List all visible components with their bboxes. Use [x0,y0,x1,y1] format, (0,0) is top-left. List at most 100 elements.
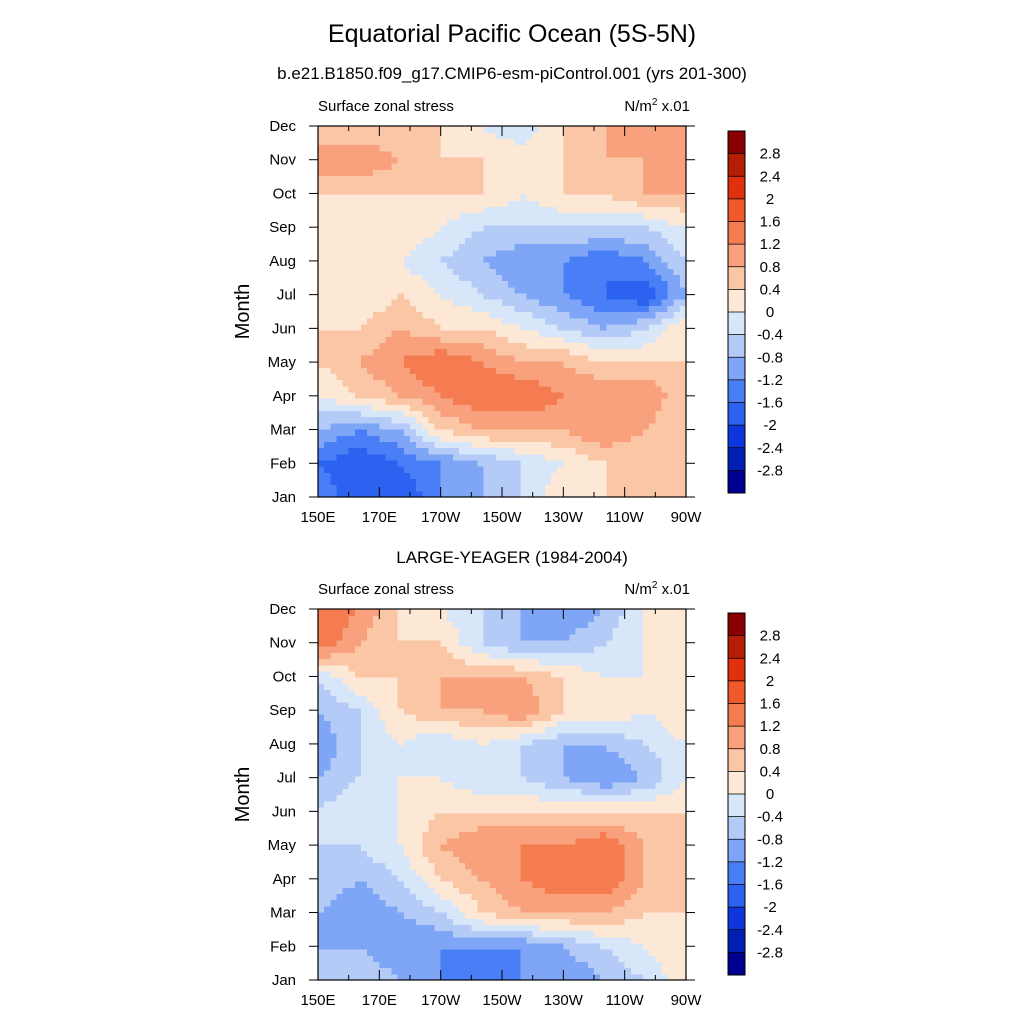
contour-cell [557,268,564,275]
contour-cell [459,490,466,498]
contour-cell [360,144,368,152]
contour-cell [661,224,669,232]
contour-cell [502,416,509,424]
contour-cell [440,181,448,189]
contour-cell [643,187,650,195]
contour-cell [446,311,454,319]
contour-cell [471,330,479,337]
contour-cell [385,453,393,461]
contour-cell [655,899,663,907]
contour-cell [373,354,380,362]
contour-cell [581,422,589,430]
contour-cell [594,893,601,901]
contour-cell [514,478,521,486]
contour-cell [324,484,331,492]
contour-cell [452,949,460,956]
contour-cell [612,144,620,152]
contour-cell [397,299,405,306]
contour-cell [459,299,466,306]
contour-cell [318,874,325,882]
contour-cell [465,200,472,207]
contour-cell [643,237,650,245]
contour-cell [440,850,448,857]
contour-cell [318,905,325,913]
contour-cell [526,453,534,461]
contour-cell [544,856,552,864]
contour-cell [342,132,350,139]
contour-cell [318,169,325,177]
contour-cell [581,911,589,919]
contour-cell [636,367,644,374]
contour-cell [532,955,540,963]
contour-cell [649,144,656,152]
contour-cell [483,237,491,245]
contour-cell [434,336,442,344]
contour-cell [544,274,552,282]
contour-cell [403,138,411,146]
contour-cell [661,416,669,424]
contour-cell [360,874,368,882]
contour-cell [379,404,387,412]
contour-cell [434,231,442,238]
contour-cell [465,404,472,412]
contour-cell [636,200,644,207]
contour-cell [538,881,546,888]
contour-cell [471,459,479,467]
contour-cell [538,367,546,374]
contour-cell [465,194,472,201]
contour-cell [330,218,337,226]
contour-cell [520,360,528,368]
panel2-contour-fill [318,609,687,981]
contour-cell [324,354,331,362]
contour-cell [342,206,350,214]
contour-cell [440,360,448,368]
contour-cell [649,850,656,857]
contour-cell [569,200,577,207]
colorbar-swatch [728,470,745,494]
contour-cell [360,918,368,925]
contour-cell [373,330,380,337]
contour-cell [452,466,460,473]
contour-cell [679,881,687,888]
contour-cell [544,169,552,177]
contour-cell [397,466,405,473]
contour-cell [471,967,479,975]
contour-cell [655,918,663,925]
contour-cell [446,862,454,870]
contour-cell [483,856,491,864]
contour-cell [477,175,485,183]
contour-cell [465,218,472,226]
contour-cell [673,373,681,381]
contour-cell [606,360,613,368]
contour-cell [422,949,429,956]
contour-cell [330,206,337,214]
contour-cell [452,447,460,455]
contour-cell [452,323,460,331]
contour-cell [379,911,387,919]
contour-cell [379,206,387,214]
contour-cell [459,868,466,876]
contour-cell [551,169,558,177]
contour-cell [538,138,546,146]
contour-cell [373,391,380,399]
contour-cell [551,132,558,139]
contour-cell [661,955,669,963]
contour-cell [379,893,387,901]
contour-cell [410,905,417,913]
contour-cell [643,899,650,907]
contour-cell [348,280,356,288]
colorbar-swatch [728,402,745,426]
contour-cell [673,200,681,207]
contour-cell [630,144,638,152]
contour-cell [649,410,656,418]
contour-cell [403,181,411,189]
contour-cell [557,955,564,963]
contour-cell [557,138,564,146]
contour-cell [495,317,503,325]
contour-cell [434,132,442,139]
contour-cell [428,280,436,288]
contour-cell [575,187,583,195]
contour-cell [403,187,411,195]
contour-cell [612,484,620,492]
contour-cell [526,218,534,226]
